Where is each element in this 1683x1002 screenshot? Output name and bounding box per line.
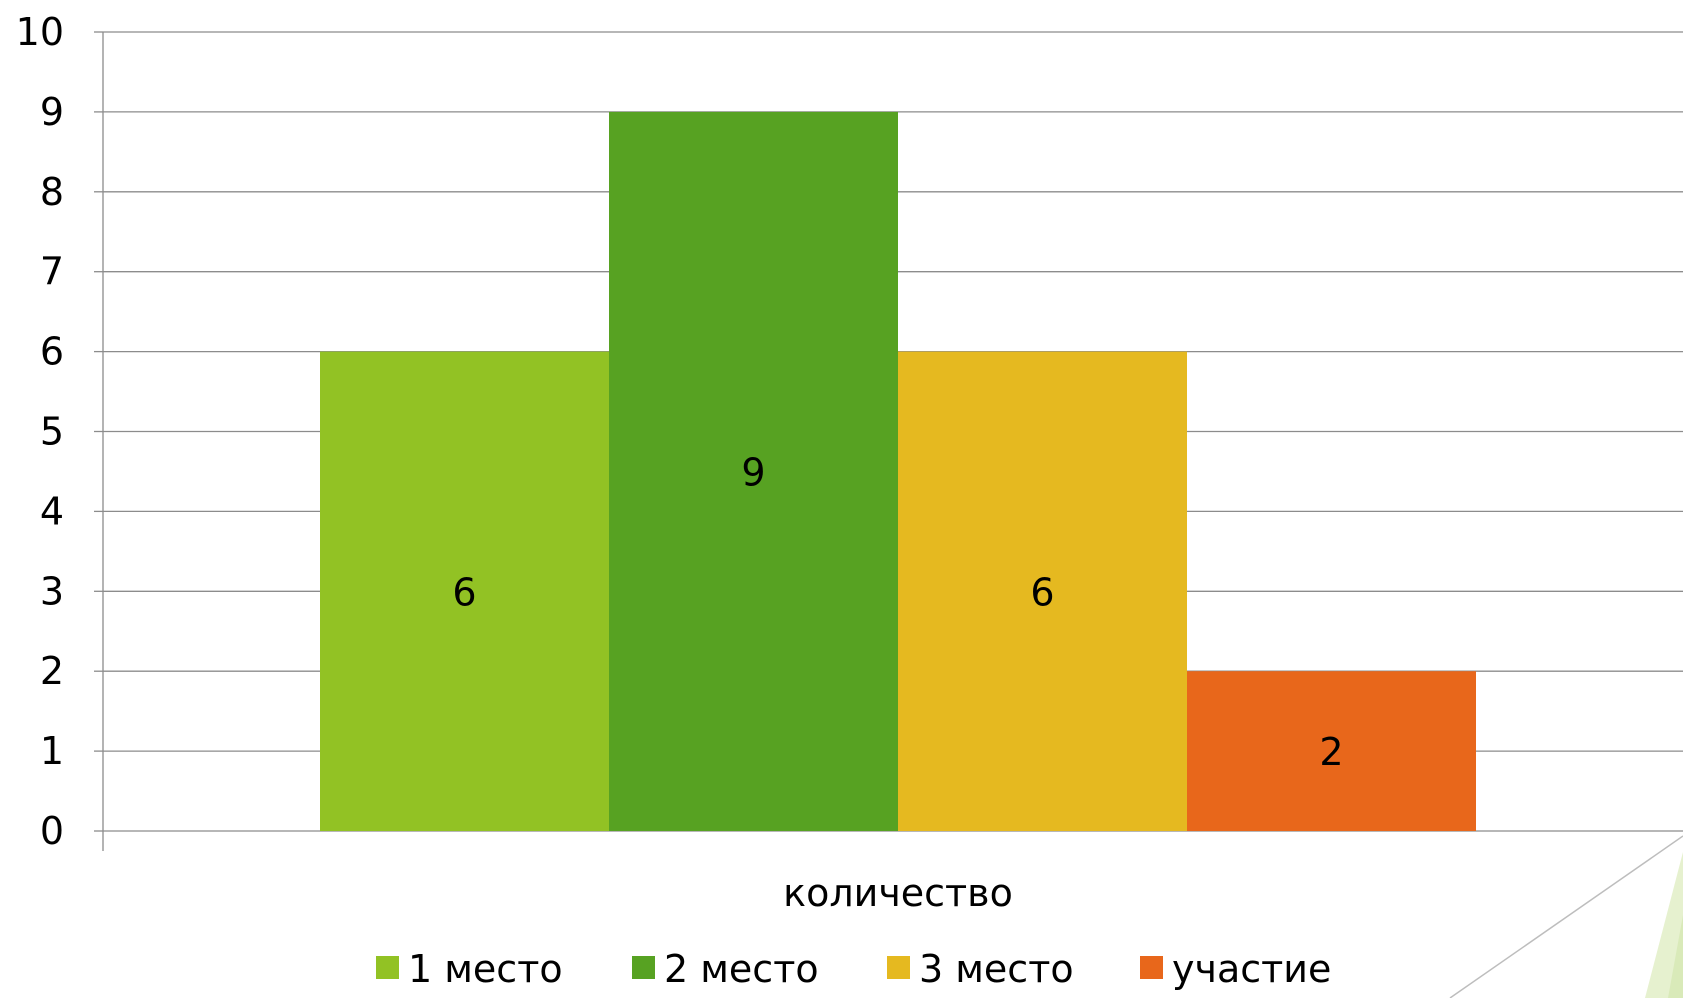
y-tick-label: 6 xyxy=(40,330,64,374)
bar xyxy=(609,111,898,831)
legend-swatch xyxy=(887,956,910,979)
data-label: 2 xyxy=(1319,730,1343,774)
decorative-green-triangle-inner xyxy=(1668,915,1683,998)
legend-swatch xyxy=(376,956,399,979)
bars xyxy=(320,111,1476,831)
decorative-diagonal-line xyxy=(1449,835,1683,999)
y-tick-label: 3 xyxy=(40,569,64,613)
y-tick-label: 0 xyxy=(40,809,64,853)
y-tick-label: 7 xyxy=(40,250,64,294)
y-tick-label: 9 xyxy=(40,90,64,134)
y-tick-label: 10 xyxy=(16,10,64,54)
decorative-green-triangle xyxy=(1645,852,1683,998)
legend-label: 1 место xyxy=(408,947,563,991)
corner-decoration xyxy=(1449,835,1683,999)
y-tick-label: 5 xyxy=(40,410,64,454)
legend: 1 место 2 место 3 место участие xyxy=(376,947,1331,991)
data-label: 6 xyxy=(1030,570,1054,614)
legend-label: 3 место xyxy=(919,947,1074,991)
legend-label: участие xyxy=(1172,947,1331,991)
y-tick-label: 4 xyxy=(40,489,64,533)
bar xyxy=(320,351,609,831)
bar xyxy=(898,351,1187,831)
y-tick-label: 2 xyxy=(40,649,64,693)
y-tick-label: 8 xyxy=(40,170,64,214)
legend-label: 2 место xyxy=(664,947,819,991)
data-labels: 6 9 6 2 xyxy=(452,450,1343,774)
axes: 0 1 2 3 4 5 6 7 8 9 10 количество xyxy=(16,10,1013,915)
x-category-label: количество xyxy=(783,871,1013,915)
legend-swatch xyxy=(1140,956,1163,979)
bar xyxy=(1187,671,1476,831)
legend-swatch xyxy=(632,956,655,979)
data-label: 9 xyxy=(741,450,765,494)
y-tick-label: 1 xyxy=(40,729,64,773)
data-label: 6 xyxy=(452,570,476,614)
